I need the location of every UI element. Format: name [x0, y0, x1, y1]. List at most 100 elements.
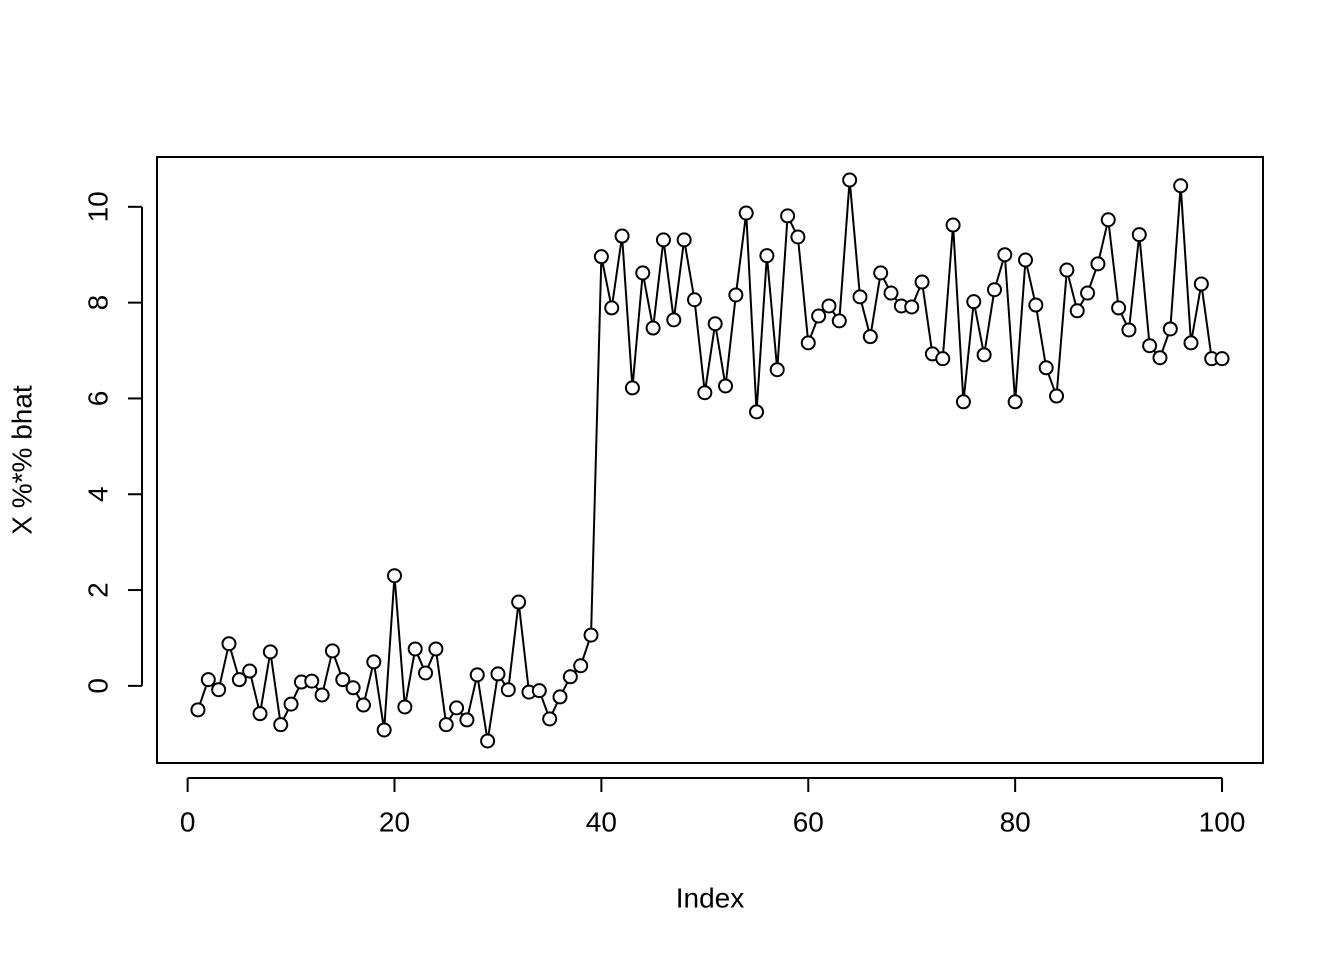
x-tick-label: 20: [379, 806, 410, 837]
data-point: [1080, 285, 1096, 301]
data-point: [1162, 321, 1178, 337]
data-point: [759, 248, 775, 264]
data-point: [624, 380, 640, 396]
data-point: [562, 669, 578, 685]
data-point: [283, 696, 299, 712]
y-tick-label: 8: [82, 295, 113, 311]
data-point: [1038, 360, 1054, 376]
data-point: [1017, 252, 1033, 268]
data-point: [749, 404, 765, 420]
data-point: [1214, 351, 1230, 367]
data-point: [1142, 338, 1158, 354]
y-axis-label: X %*% bhat: [6, 385, 37, 535]
data-point: [976, 347, 992, 363]
data-point: [997, 247, 1013, 263]
data-point: [418, 665, 434, 681]
data-point: [459, 712, 475, 728]
data-point: [366, 654, 382, 670]
data-point: [904, 299, 920, 315]
data-point: [407, 641, 423, 657]
plot-frame: [156, 156, 1264, 764]
data-point: [273, 717, 289, 733]
data-point: [769, 362, 785, 378]
data-point: [583, 627, 599, 643]
data-point: [231, 672, 247, 688]
data-point: [914, 274, 930, 290]
data-point: [780, 208, 796, 224]
data-point: [707, 316, 723, 332]
data-point: [873, 265, 889, 281]
x-tick-label: 60: [793, 806, 824, 837]
data-point: [1111, 300, 1127, 316]
data-point: [686, 292, 702, 308]
data-point: [852, 289, 868, 305]
data-point: [221, 636, 237, 652]
data-point: [821, 298, 837, 314]
data-point: [335, 672, 351, 688]
data-point: [945, 217, 961, 233]
data-point: [1193, 276, 1209, 292]
data-point: [790, 229, 806, 245]
data-point: [531, 683, 547, 699]
data-point: [211, 682, 227, 698]
data-point: [355, 697, 371, 713]
data-point: [593, 249, 609, 265]
data-point: [862, 329, 878, 345]
data-point: [811, 308, 827, 324]
data-point: [966, 294, 982, 310]
data-point: [614, 228, 630, 244]
data-point: [655, 232, 671, 248]
data-point: [324, 643, 340, 659]
data-point: [573, 658, 589, 674]
data-point: [1131, 227, 1147, 243]
data-point: [1100, 212, 1116, 228]
y-tick-label: 6: [82, 391, 113, 407]
data-point: [1059, 262, 1075, 278]
series-line: [197, 179, 1223, 742]
data-point: [1007, 394, 1023, 410]
x-tick-label: 40: [586, 806, 617, 837]
y-tick-label: 2: [82, 582, 113, 598]
x-tick-label: 80: [1000, 806, 1031, 837]
data-point: [304, 673, 320, 689]
data-point: [190, 702, 206, 718]
data-point: [397, 699, 413, 715]
data-point: [480, 733, 496, 749]
data-point: [511, 594, 527, 610]
data-point: [1090, 256, 1106, 272]
data-point: [728, 287, 744, 303]
y-tick-label: 4: [82, 486, 113, 502]
data-point: [345, 680, 361, 696]
data-point: [986, 282, 1002, 298]
y-tick-label: 0: [82, 678, 113, 694]
data-point: [490, 666, 506, 682]
data-point: [738, 205, 754, 221]
data-point: [314, 687, 330, 703]
data-point: [831, 313, 847, 329]
data-point: [935, 351, 951, 367]
data-point: [449, 700, 465, 716]
data-point: [500, 682, 516, 698]
data-point: [1152, 350, 1168, 366]
data-point: [1069, 303, 1085, 319]
data-point: [1028, 297, 1044, 313]
data-point: [842, 172, 858, 188]
data-point: [604, 300, 620, 316]
data-point: [635, 265, 651, 281]
y-tick-label: 10: [82, 191, 113, 222]
data-point: [376, 722, 392, 738]
data-point: [883, 285, 899, 301]
x-tick-label: 0: [180, 806, 196, 837]
data-point: [800, 335, 816, 351]
data-point: [1049, 388, 1065, 404]
data-point: [252, 706, 268, 722]
data-point: [1173, 178, 1189, 194]
data-point: [469, 667, 485, 683]
x-tick-label: 100: [1199, 806, 1246, 837]
data-point: [242, 663, 258, 679]
data-point: [387, 568, 403, 584]
data-point: [1183, 335, 1199, 351]
data-point: [428, 641, 444, 657]
data-point: [697, 385, 713, 401]
